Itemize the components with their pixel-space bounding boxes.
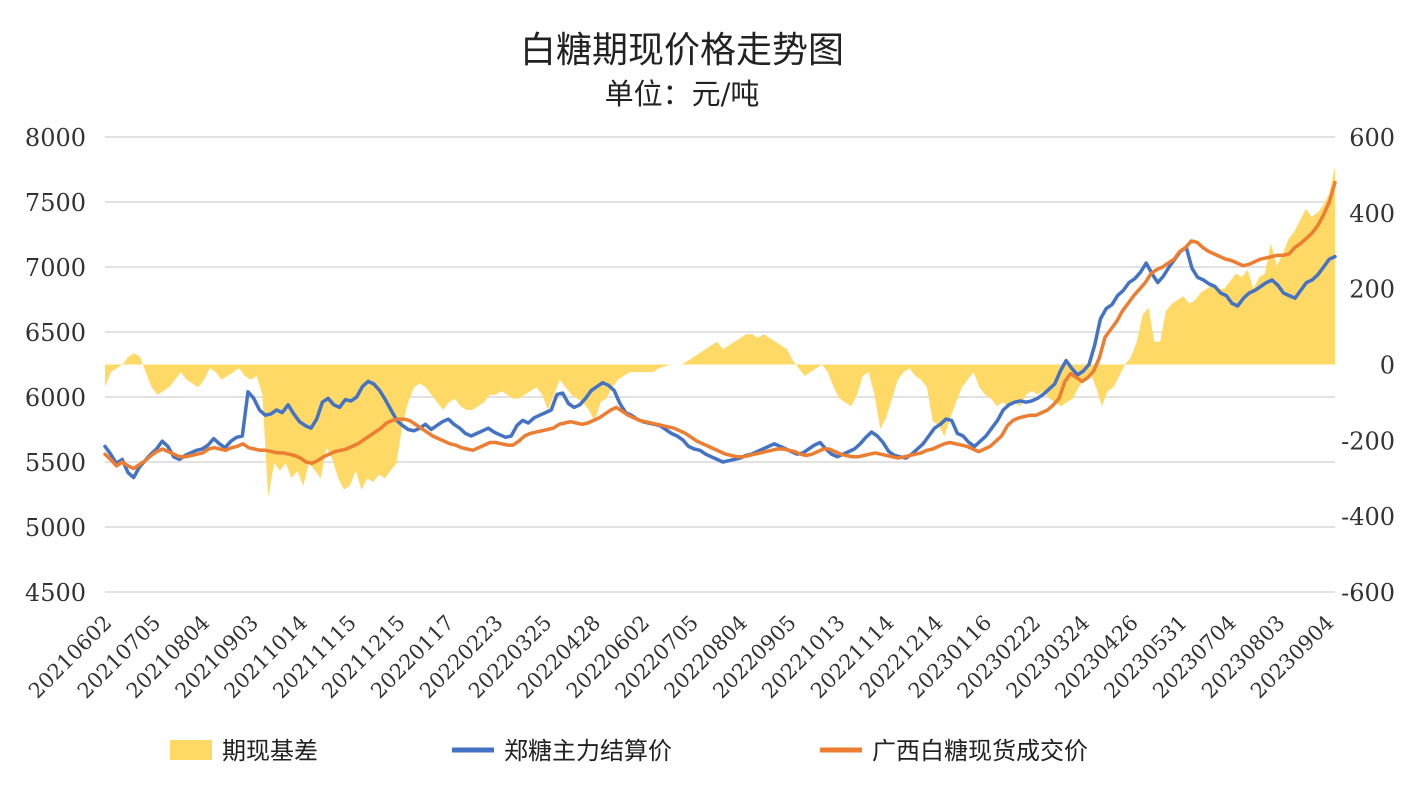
legend-swatch-area xyxy=(170,740,212,760)
left-axis-ticks: 4500 5000 5500 6000 6500 7000 7500 8000 xyxy=(25,124,86,607)
left-tick-label: 7000 xyxy=(25,254,86,282)
left-tick-label: 4500 xyxy=(25,579,86,607)
right-tick-label: -200 xyxy=(1341,427,1395,455)
legend-label: 期现基差 xyxy=(222,737,318,765)
price-lines-layer xyxy=(103,180,1337,480)
right-axis-ticks: -600 -400 -200 0 200 400 600 xyxy=(1341,124,1395,607)
series-line-2 xyxy=(103,180,1337,471)
right-tick-label: 0 xyxy=(1380,352,1395,380)
right-tick-label: 200 xyxy=(1349,276,1395,304)
left-tick-label: 6500 xyxy=(25,319,86,347)
legend: 期现基差 郑糖主力结算价 广西白糖现货成交价 xyxy=(170,737,1088,765)
right-tick-label: -400 xyxy=(1341,503,1395,531)
right-tick-label: 400 xyxy=(1349,200,1395,228)
chart-title: 白糖期现价格走势图 xyxy=(520,30,844,71)
legend-label: 广西白糖现货成交价 xyxy=(872,737,1088,765)
legend-label: 郑糖主力结算价 xyxy=(504,737,672,765)
left-tick-label: 7500 xyxy=(25,189,86,217)
chart-subtitle: 单位：元/吨 xyxy=(605,77,760,111)
left-tick-label: 8000 xyxy=(25,124,86,152)
right-tick-label: 600 xyxy=(1349,124,1395,152)
left-tick-label: 5000 xyxy=(25,514,86,542)
left-tick-label: 5500 xyxy=(25,449,86,477)
left-tick-label: 6000 xyxy=(25,384,86,412)
right-tick-label: -600 xyxy=(1341,579,1395,607)
series-line-1 xyxy=(103,245,1337,480)
x-axis-ticks: 2021060220210705202108042021090320211014… xyxy=(24,611,1339,704)
